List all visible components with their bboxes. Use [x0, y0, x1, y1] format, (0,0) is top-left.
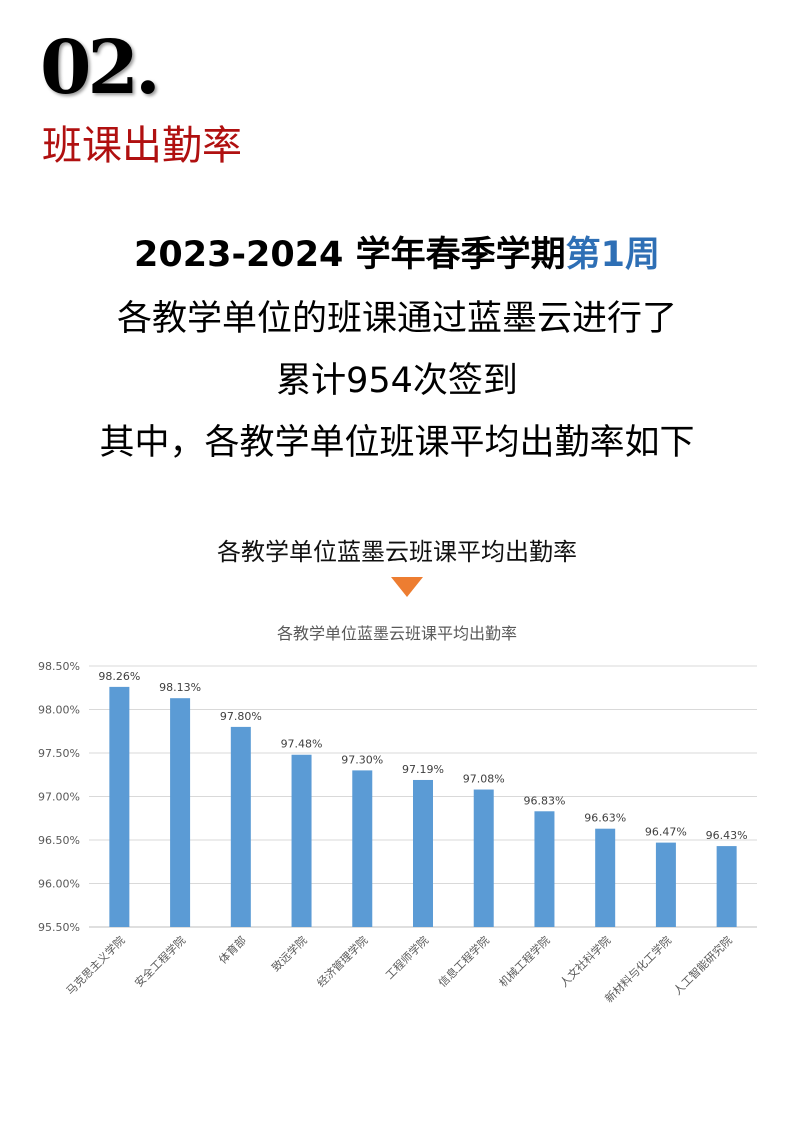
data-label: 98.26% [98, 670, 140, 683]
y-tick-label: 95.50% [38, 921, 80, 934]
data-label: 97.48% [281, 738, 323, 751]
x-tick-label: 安全工程学院 [132, 933, 189, 990]
y-tick-label: 98.00% [38, 704, 80, 717]
bar [655, 842, 676, 927]
x-tick-label: 人工智能研究院 [670, 933, 734, 997]
bar [595, 828, 616, 927]
bar [291, 754, 312, 927]
x-tick-label: 致远学院 [269, 933, 310, 974]
x-tick-label: 机械工程学院 [496, 933, 553, 990]
data-label: 96.47% [645, 826, 687, 839]
bar [716, 846, 737, 927]
x-tick-label: 人文社科学院 [557, 933, 614, 990]
chart-caption: 各教学单位蓝墨云班课平均出勤率 [217, 538, 577, 566]
data-label: 96.83% [523, 794, 565, 807]
down-triangle-icon [391, 577, 423, 597]
term-text: 2023-2024 学年春季学期 [134, 235, 566, 275]
y-tick-label: 97.00% [38, 791, 80, 804]
data-label: 97.80% [220, 710, 262, 723]
x-tick-label: 信息工程学院 [435, 933, 492, 990]
bar [534, 811, 555, 927]
x-tick-label: 体育部 [216, 933, 249, 966]
y-tick-label: 96.00% [38, 878, 80, 891]
x-tick-label: 经济管理学院 [314, 933, 371, 990]
data-label: 97.30% [341, 753, 383, 766]
data-label: 96.43% [706, 829, 748, 842]
week-text: 第1周 [565, 235, 660, 275]
data-label: 98.13% [159, 681, 201, 694]
y-tick-label: 98.50% [38, 660, 80, 673]
data-label: 96.63% [584, 812, 626, 825]
bar [170, 698, 191, 927]
intro-line-3: 累计954次签到 [276, 361, 518, 401]
x-tick-label: 新材料与化工学院 [602, 933, 674, 1005]
intro-line-1: 2023-2024 学年春季学期第1周 [0, 226, 794, 277]
x-tick-label: 马克思主义学院 [63, 933, 127, 997]
section-title: 班课出勤率 [42, 123, 242, 169]
x-tick-label: 工程师学院 [382, 933, 431, 982]
y-tick-label: 97.50% [38, 747, 80, 760]
bar [230, 726, 251, 927]
y-tick-label: 96.50% [38, 834, 80, 847]
data-label: 97.19% [402, 763, 444, 776]
data-label: 97.08% [463, 773, 505, 786]
bar [473, 789, 494, 927]
chart-title: 各教学单位蓝墨云班课平均出勤率 [277, 624, 517, 643]
bar [109, 686, 130, 927]
intro-line-2: 各教学单位的班课通过蓝墨云进行了 [116, 299, 677, 339]
intro-line-4: 其中，各教学单位班课平均出勤率如下 [99, 423, 695, 463]
section-number: 02. [40, 25, 161, 111]
bar [352, 770, 373, 927]
bar [413, 779, 433, 927]
